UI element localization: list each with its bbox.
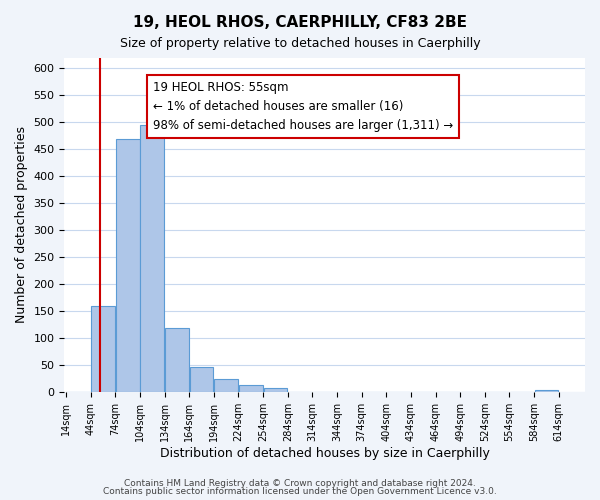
Y-axis label: Number of detached properties: Number of detached properties	[15, 126, 28, 324]
Bar	[91, 306, 115, 392]
Bar	[535, 390, 559, 392]
Text: Size of property relative to detached houses in Caerphilly: Size of property relative to detached ho…	[119, 38, 481, 51]
Bar	[214, 379, 238, 392]
Bar	[140, 125, 164, 392]
Bar	[239, 385, 263, 392]
Text: 19 HEOL RHOS: 55sqm
← 1% of detached houses are smaller (16)
98% of semi-detache: 19 HEOL RHOS: 55sqm ← 1% of detached hou…	[153, 81, 453, 132]
X-axis label: Distribution of detached houses by size in Caerphilly: Distribution of detached houses by size …	[160, 447, 490, 460]
Bar	[116, 138, 140, 392]
Text: Contains HM Land Registry data © Crown copyright and database right 2024.: Contains HM Land Registry data © Crown c…	[124, 478, 476, 488]
Text: 19, HEOL RHOS, CAERPHILLY, CF83 2BE: 19, HEOL RHOS, CAERPHILLY, CF83 2BE	[133, 15, 467, 30]
Bar	[190, 367, 214, 392]
Text: Contains public sector information licensed under the Open Government Licence v3: Contains public sector information licen…	[103, 487, 497, 496]
Bar	[165, 328, 189, 392]
Bar	[263, 388, 287, 392]
